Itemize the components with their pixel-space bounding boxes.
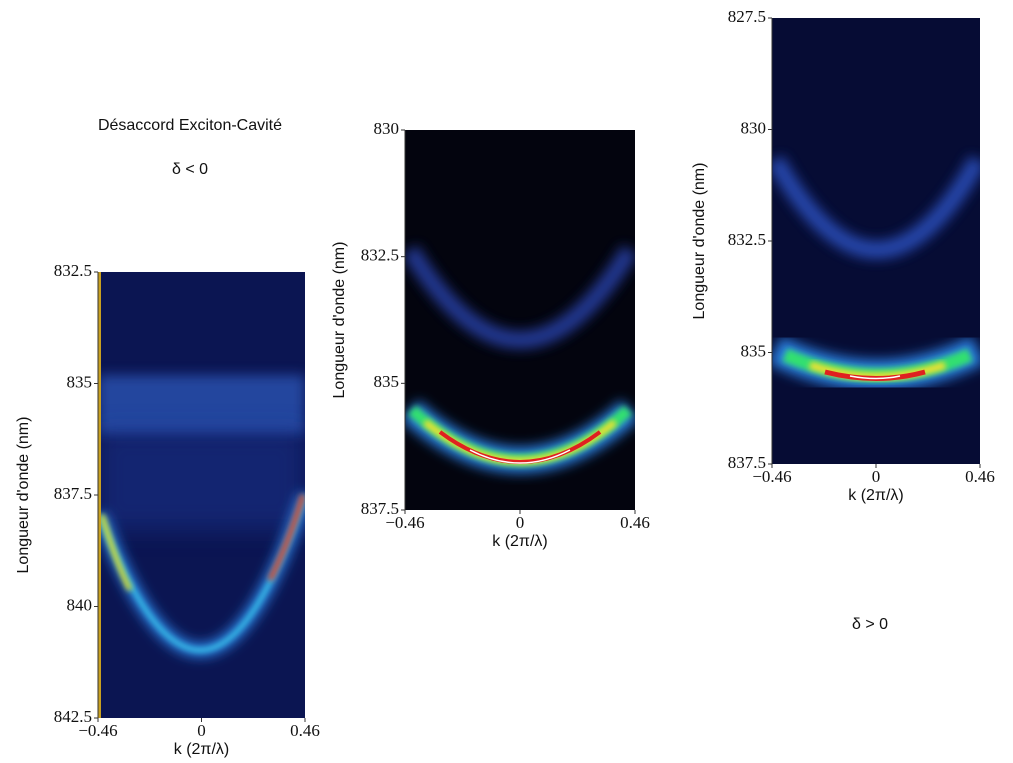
x-tick-label: 0.46 <box>620 513 650 532</box>
y-axis-label: Longueur d'onde (nm) <box>691 163 708 320</box>
x-tick-label: 0.46 <box>290 721 320 740</box>
image-panel <box>98 272 305 718</box>
y-axis-label: Longueur d'onde (nm) <box>15 417 32 574</box>
y-tick-label: 832.5 <box>728 230 766 249</box>
y-tick-label: 835 <box>67 372 93 391</box>
x-axis-label: k (2π/λ) <box>174 741 229 758</box>
x-tick-label: −0.46 <box>385 513 424 532</box>
y-axis-label: Longueur d'onde (nm) <box>331 242 348 399</box>
y-tick-label: 842.5 <box>54 707 92 726</box>
annotation: δ < 0 <box>172 161 208 178</box>
x-tick-label: −0.46 <box>752 467 791 486</box>
y-tick-label: 837.5 <box>361 499 399 518</box>
y-tick-label: 832.5 <box>361 246 399 265</box>
figure-title: Désaccord Exciton-Cavité <box>98 117 282 134</box>
x-tick-label: 0.46 <box>965 467 995 486</box>
annotation: δ > 0 <box>852 616 888 633</box>
y-tick-label: 827.5 <box>728 7 766 26</box>
y-tick-label: 840 <box>67 595 93 614</box>
y-tick-label: 830 <box>374 119 400 138</box>
y-tick-label: 835 <box>374 372 400 391</box>
y-tick-label: 837.5 <box>728 453 766 472</box>
y-tick-label: 830 <box>741 118 767 137</box>
x-tick-label: −0.46 <box>78 721 117 740</box>
y-tick-label: 835 <box>741 341 767 360</box>
y-tick-label: 837.5 <box>54 484 92 503</box>
x-tick-label: 0 <box>197 721 206 740</box>
image-panel <box>772 18 980 464</box>
x-axis-label: k (2π/λ) <box>848 487 903 504</box>
x-tick-label: 0 <box>516 513 525 532</box>
x-axis-label: k (2π/λ) <box>492 533 547 550</box>
y-tick-label: 832.5 <box>54 261 92 280</box>
image-panel <box>405 130 635 510</box>
x-tick-label: 0 <box>872 467 881 486</box>
